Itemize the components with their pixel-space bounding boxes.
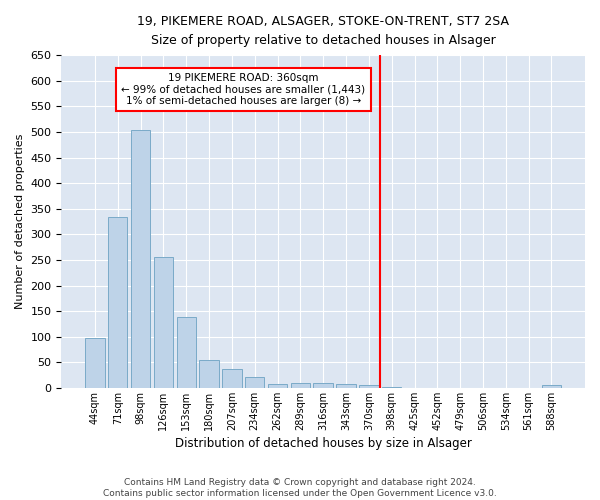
Bar — [199, 360, 219, 388]
Text: Contains HM Land Registry data © Crown copyright and database right 2024.
Contai: Contains HM Land Registry data © Crown c… — [103, 478, 497, 498]
Bar — [176, 317, 196, 388]
Bar — [313, 383, 333, 388]
Title: 19, PIKEMERE ROAD, ALSAGER, STOKE-ON-TRENT, ST7 2SA
Size of property relative to: 19, PIKEMERE ROAD, ALSAGER, STOKE-ON-TRE… — [137, 15, 509, 47]
X-axis label: Distribution of detached houses by size in Alsager: Distribution of detached houses by size … — [175, 437, 472, 450]
Bar — [131, 130, 150, 388]
Y-axis label: Number of detached properties: Number of detached properties — [15, 134, 25, 309]
Bar — [290, 383, 310, 388]
Bar — [337, 384, 356, 388]
Bar — [268, 384, 287, 388]
Bar — [245, 377, 265, 388]
Bar — [359, 386, 379, 388]
Bar — [85, 338, 104, 388]
Bar — [382, 387, 401, 388]
Bar — [108, 217, 127, 388]
Bar — [542, 386, 561, 388]
Bar — [222, 369, 242, 388]
Text: 19 PIKEMERE ROAD: 360sqm
← 99% of detached houses are smaller (1,443)
1% of semi: 19 PIKEMERE ROAD: 360sqm ← 99% of detach… — [121, 73, 365, 106]
Bar — [154, 258, 173, 388]
